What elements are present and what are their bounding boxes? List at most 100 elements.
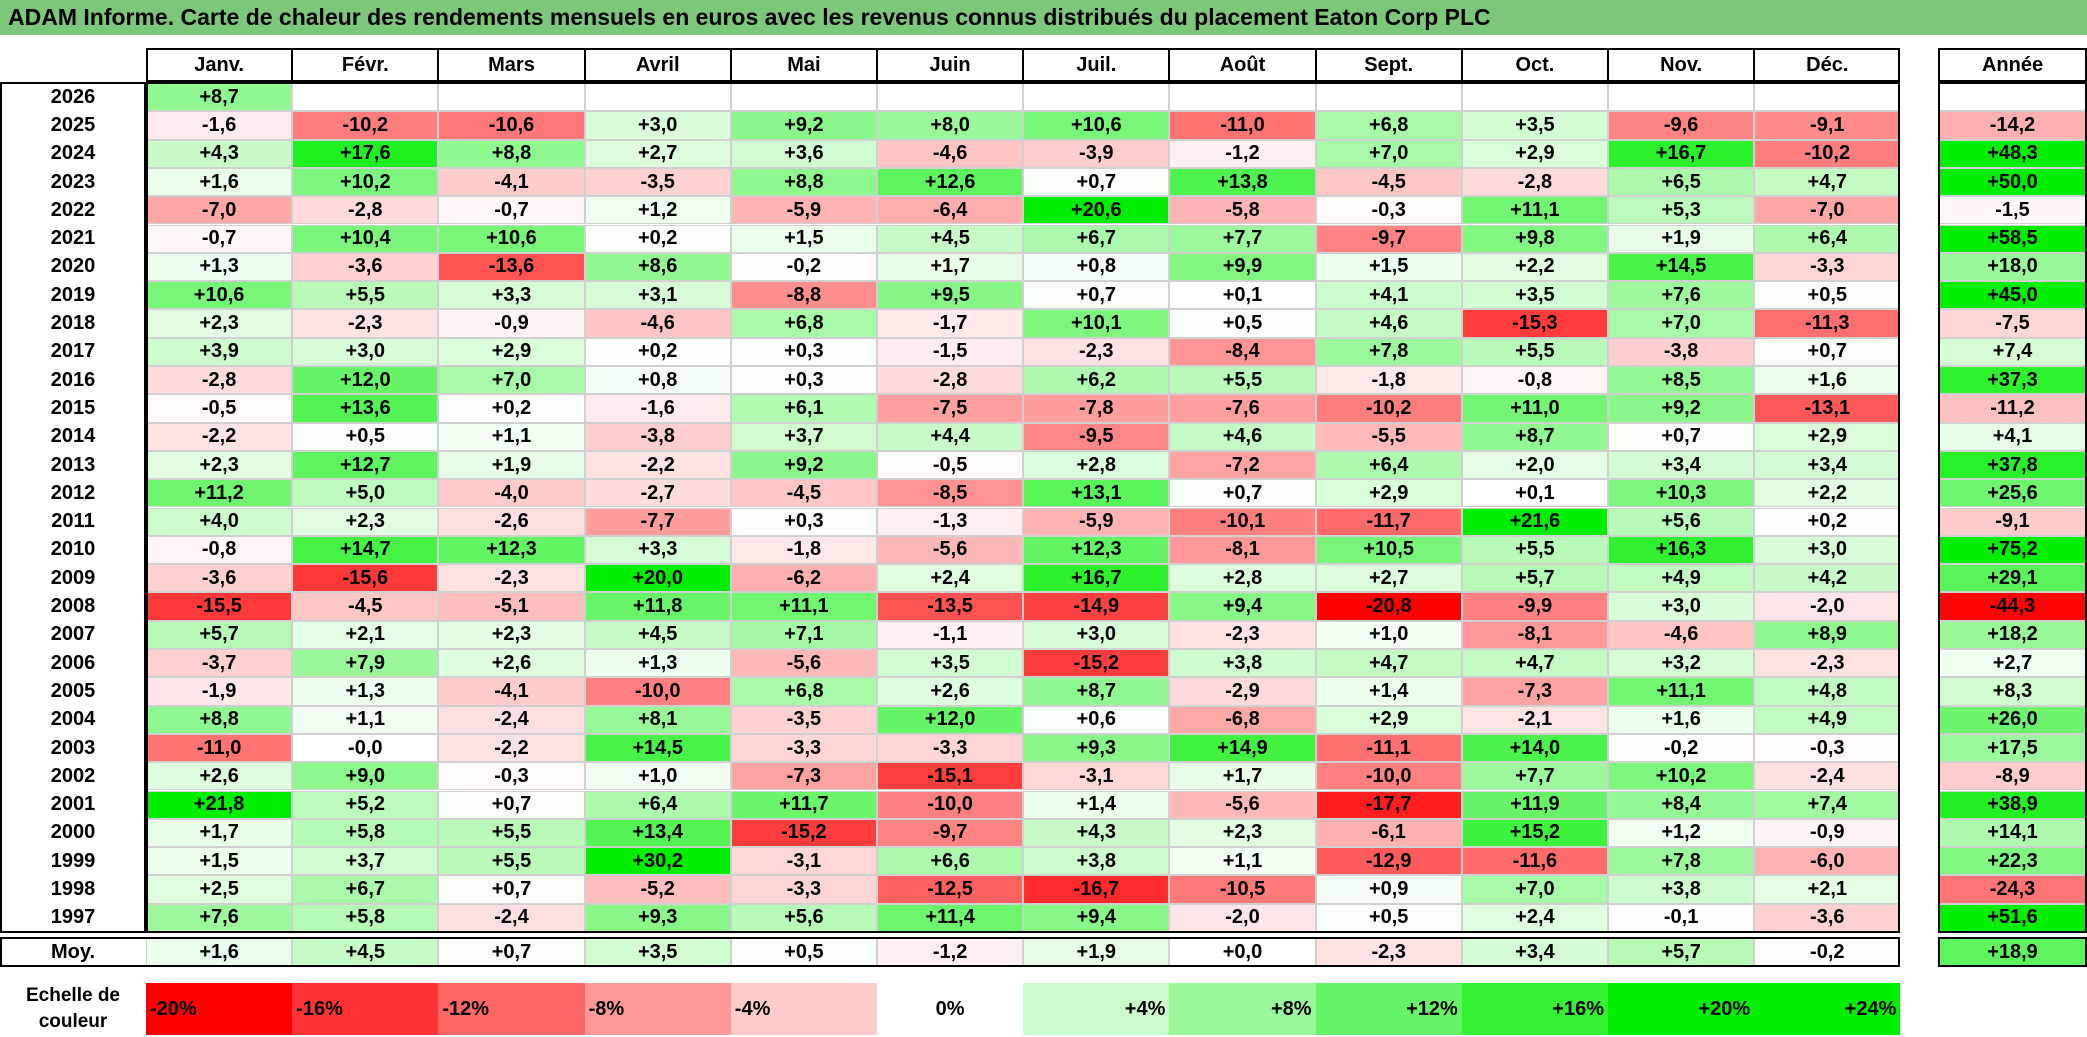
heatmap-cell: +5,7 xyxy=(1461,564,1608,593)
heatmap-cell: -9,1 xyxy=(1754,111,1901,140)
average-cell: +4,5 xyxy=(292,937,439,967)
heatmap-cell: +10,5 xyxy=(1315,535,1462,565)
heatmap-cell: -3,1 xyxy=(730,847,877,876)
annual-cell: +22,3 xyxy=(1938,847,2087,876)
annual-cell: +4,1 xyxy=(1938,422,2087,451)
heatmap-cell: -5,6 xyxy=(1169,790,1316,819)
heatmap-cell: -13,6 xyxy=(438,252,585,282)
heatmap-cell: +3,8 xyxy=(1023,847,1170,876)
heatmap-cell: +11,1 xyxy=(1461,196,1608,225)
heatmap-cell: -0,7 xyxy=(438,196,585,225)
heatmap-cell: -10,6 xyxy=(438,111,585,140)
heatmap-cell xyxy=(877,83,1024,112)
heatmap-cell: +1,3 xyxy=(584,649,731,678)
heatmap-cell: +2,9 xyxy=(1315,479,1462,508)
heatmap-cell: +13,6 xyxy=(292,394,439,423)
column-header: Mai xyxy=(730,48,877,82)
heatmap-cell: -1,5 xyxy=(877,337,1024,366)
heatmap-cell: -0,8 xyxy=(146,535,293,565)
heatmap-cell: -6,8 xyxy=(1169,705,1316,734)
row-year-label: 2018 xyxy=(0,309,146,338)
heatmap-cell: +30,2 xyxy=(584,847,731,876)
heatmap-cell: -13,5 xyxy=(877,592,1024,621)
row-year-label: 1998 xyxy=(0,875,146,904)
heatmap-cell: +5,5 xyxy=(1461,337,1608,366)
heatmap-cell: +7,6 xyxy=(1608,281,1755,310)
heatmap-cell: -1,7 xyxy=(877,309,1024,338)
heatmap-cell: +3,5 xyxy=(1461,111,1608,140)
heatmap-cell: +2,4 xyxy=(1461,903,1608,932)
heatmap-cell: -7,8 xyxy=(1023,394,1170,423)
row-year-label: 1999 xyxy=(0,847,146,876)
heatmap-cell: -13,1 xyxy=(1754,394,1901,423)
row-year-label: 2003 xyxy=(0,733,146,763)
heatmap-cell: +4,4 xyxy=(877,422,1024,451)
average-cell: +3,4 xyxy=(1461,937,1608,967)
heatmap-cell: +3,7 xyxy=(730,422,877,451)
heatmap-cell: +3,9 xyxy=(146,337,293,366)
heatmap-cell: -4,6 xyxy=(584,309,731,338)
row-year-label: 2008 xyxy=(0,592,146,621)
heatmap-cell: +9,0 xyxy=(292,762,439,791)
heatmap-cell: +0,3 xyxy=(730,507,877,536)
heatmap-cell: +1,7 xyxy=(877,252,1024,282)
heatmap-cell: +2,9 xyxy=(438,337,585,366)
heatmap-cell: +12,7 xyxy=(292,450,439,480)
heatmap-cell: +12,0 xyxy=(292,366,439,395)
average-cell: -2,3 xyxy=(1315,937,1462,967)
heatmap-cell: -9,5 xyxy=(1023,422,1170,451)
heatmap-cell: -5,2 xyxy=(584,875,731,904)
row-year-label: 2021 xyxy=(0,224,146,253)
heatmap-cell: +11,8 xyxy=(584,592,731,621)
heatmap-cell: -3,1 xyxy=(1023,762,1170,791)
heatmap-cell: +5,8 xyxy=(292,903,439,932)
heatmap-cell: -0,5 xyxy=(877,450,1024,480)
heatmap-cell: +10,6 xyxy=(438,224,585,253)
heatmap-cell: +3,5 xyxy=(877,649,1024,678)
heatmap-cell: +0,7 xyxy=(1754,337,1901,366)
heatmap-cell: -0,9 xyxy=(1754,818,1901,848)
heatmap-cell: +4,8 xyxy=(1754,677,1901,706)
heatmap-cell: +14,9 xyxy=(1169,733,1316,763)
heatmap-cell: +14,7 xyxy=(292,535,439,565)
heatmap-cell: +5,5 xyxy=(1461,535,1608,565)
color-scale-step: +24% xyxy=(1754,983,1901,1035)
heatmap-cell: +6,8 xyxy=(1315,111,1462,140)
heatmap-cell: -20,8 xyxy=(1315,592,1462,621)
heatmap-cell: -15,6 xyxy=(292,564,439,593)
heatmap-cell: -3,3 xyxy=(1754,252,1901,282)
heatmap-cell: +21,6 xyxy=(1461,507,1608,536)
heatmap-cell: -14,9 xyxy=(1023,592,1170,621)
annual-cell: +17,5 xyxy=(1938,733,2087,763)
row-year-label: 2010 xyxy=(0,535,146,565)
heatmap-cell: -7,3 xyxy=(1461,677,1608,706)
heatmap-cell: -2,4 xyxy=(1754,762,1901,791)
heatmap-cell: -2,3 xyxy=(438,564,585,593)
heatmap-cell: -4,6 xyxy=(1608,620,1755,649)
row-year-label: 2004 xyxy=(0,705,146,734)
row-year-label: 2000 xyxy=(0,818,146,848)
heatmap-cell: -8,8 xyxy=(730,281,877,310)
column-header: Janv. xyxy=(146,48,293,82)
row-year-label: 2002 xyxy=(0,762,146,791)
heatmap-cell: -12,5 xyxy=(877,875,1024,904)
heatmap-cell: +3,3 xyxy=(584,535,731,565)
heatmap-cell: +0,1 xyxy=(1169,281,1316,310)
heatmap-cell: -2,2 xyxy=(584,450,731,480)
heatmap-cell: +10,1 xyxy=(1023,309,1170,338)
heatmap-cell: +6,8 xyxy=(730,677,877,706)
heatmap-cell: -7,7 xyxy=(584,507,731,536)
heatmap-cell: +7,9 xyxy=(292,649,439,678)
heatmap-cell: -2,8 xyxy=(146,366,293,395)
heatmap-cell: +4,5 xyxy=(877,224,1024,253)
heatmap-cell: -3,3 xyxy=(730,875,877,904)
annual-cell: -14,2 xyxy=(1938,111,2087,140)
heatmap-cell: -1,6 xyxy=(146,111,293,140)
heatmap-cell: +7,6 xyxy=(146,903,293,932)
heatmap-cell: +4,7 xyxy=(1754,167,1901,197)
heatmap-cell: +9,4 xyxy=(1023,903,1170,932)
heatmap-cell: +12,3 xyxy=(438,535,585,565)
row-year-label: 2001 xyxy=(0,790,146,819)
heatmap-cell: +8,9 xyxy=(1754,620,1901,649)
heatmap-cell: +8,1 xyxy=(584,705,731,734)
